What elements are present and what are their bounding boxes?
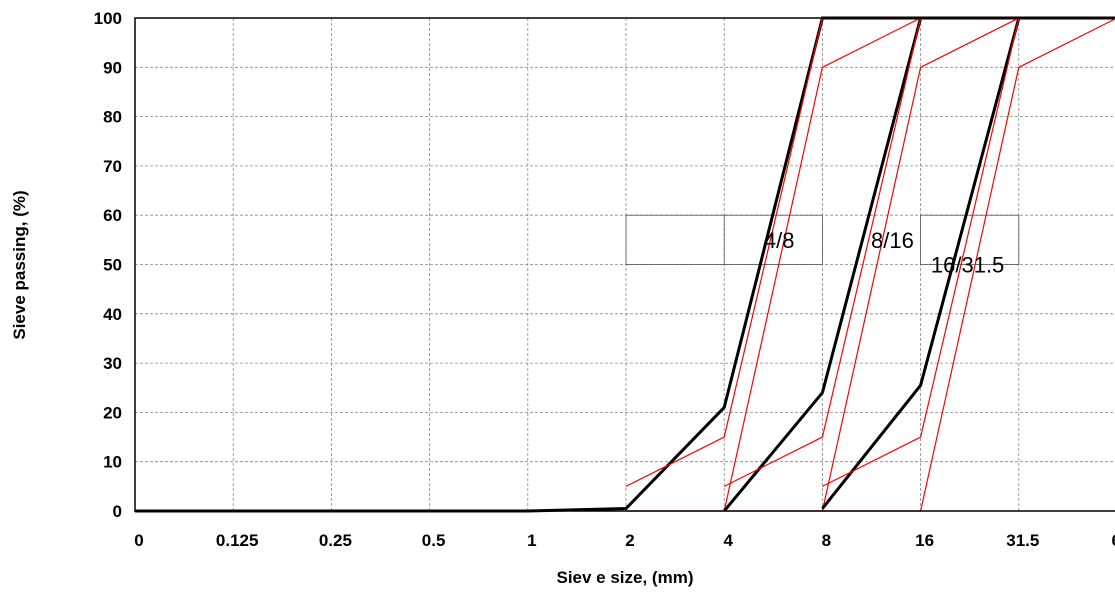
y-axis-title: Sieve passing, (%) bbox=[10, 190, 29, 339]
y-tick-label: 0 bbox=[113, 502, 122, 521]
x-tick-label: 0.5 bbox=[422, 531, 446, 550]
annotation-label: 4/8 bbox=[764, 228, 795, 253]
y-tick-label: 90 bbox=[103, 58, 122, 77]
annotation-labels: 4/8 8/16 16/31.5 bbox=[764, 228, 1004, 278]
y-tick-label: 70 bbox=[103, 157, 122, 176]
y-tick-label: 100 bbox=[94, 9, 122, 28]
y-tick-label: 30 bbox=[103, 354, 122, 373]
x-tick-label: 8 bbox=[822, 531, 831, 550]
plot-frame bbox=[134, 17, 1115, 512]
x-tick-label: 2 bbox=[625, 531, 634, 550]
annotation-label: 16/31.5 bbox=[931, 253, 1004, 278]
x-tick-label: 16 bbox=[915, 531, 934, 550]
x-tick-label: 31.5 bbox=[1006, 531, 1039, 550]
x-tick-label: 4 bbox=[723, 531, 733, 550]
annotation-boxes bbox=[625, 214, 1020, 265]
x-tick-label: 0.25 bbox=[319, 531, 352, 550]
annotation-label: 8/16 bbox=[871, 228, 914, 253]
x-tick-label: 0.125 bbox=[216, 531, 259, 550]
y-tick-label: 60 bbox=[103, 206, 122, 225]
x-tick-label: 63 bbox=[1112, 531, 1115, 550]
y-tick-label: 10 bbox=[103, 453, 122, 472]
x-tick-labels: 0 0.125 0.25 0.5 1 2 4 8 16 31.5 63 bbox=[134, 531, 1115, 550]
x-axis-title: Siev e size, (mm) bbox=[556, 568, 693, 587]
y-tick-labels: 0 10 20 30 40 50 60 70 80 90 100 bbox=[94, 9, 122, 521]
x-tick-label: 0 bbox=[134, 531, 143, 550]
y-tick-label: 40 bbox=[103, 305, 122, 324]
y-tick-label: 80 bbox=[103, 108, 122, 127]
y-tick-label: 20 bbox=[103, 403, 122, 422]
y-tick-label: 50 bbox=[103, 256, 122, 275]
annotation-box bbox=[920, 214, 1020, 265]
x-tick-label: 1 bbox=[527, 531, 536, 550]
